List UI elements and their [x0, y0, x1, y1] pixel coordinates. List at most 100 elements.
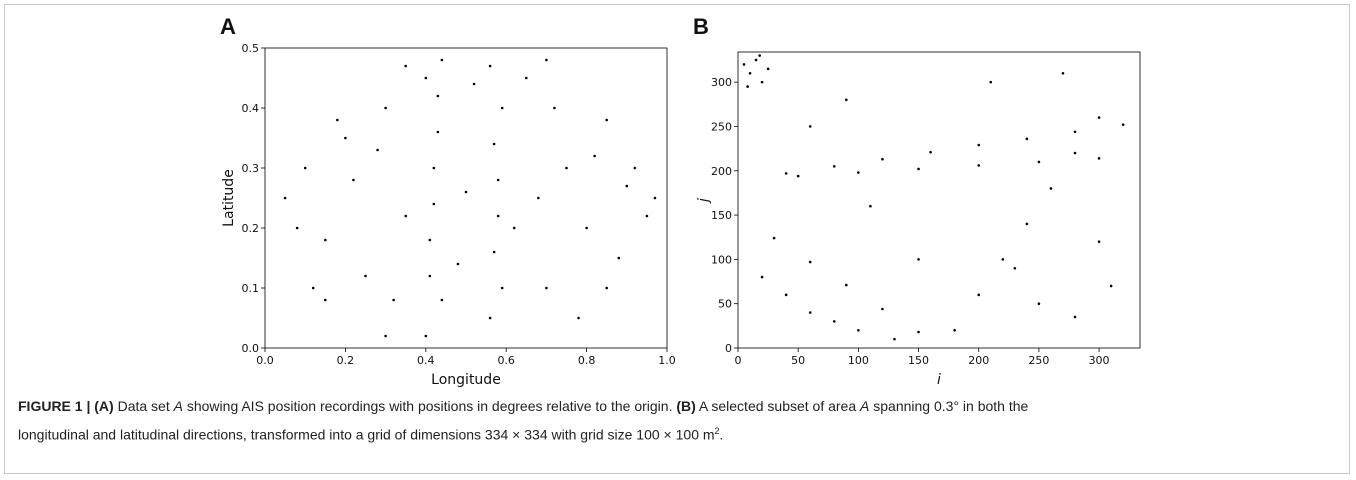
point — [758, 54, 761, 57]
point — [845, 98, 848, 102]
point — [1037, 302, 1041, 305]
x-tick-label: 300 — [1089, 354, 1110, 367]
point — [625, 184, 629, 188]
point — [808, 125, 812, 128]
point — [1073, 151, 1077, 155]
point — [492, 250, 496, 254]
x-tick-label: 250 — [1028, 354, 1049, 367]
point — [808, 311, 812, 314]
point — [456, 262, 460, 266]
y-tick-label: 150 — [711, 209, 732, 222]
point — [857, 171, 860, 174]
point — [525, 76, 528, 80]
point — [1097, 157, 1101, 160]
point — [869, 204, 872, 208]
point — [784, 172, 788, 175]
point — [633, 166, 637, 170]
point — [577, 316, 580, 320]
caption-text: (A) — [94, 398, 114, 414]
point — [1097, 240, 1101, 243]
x-tick-label: 0.2 — [337, 354, 355, 367]
point — [324, 298, 327, 302]
caption-text: FIGURE 1 | — [18, 398, 95, 414]
caption-text: A — [860, 398, 870, 414]
point — [565, 166, 568, 170]
point — [593, 154, 596, 158]
y-axis-title: j — [696, 198, 712, 204]
point — [1025, 222, 1029, 226]
caption-text: longitudinal and latitudinal directions,… — [18, 426, 715, 443]
point — [352, 178, 355, 182]
point — [772, 236, 776, 240]
point — [832, 320, 836, 323]
point — [472, 82, 476, 86]
caption-text: spanning 0.3° in both the — [869, 398, 1029, 414]
y-tick-label: 0.3 — [242, 162, 260, 175]
y-tick-label: 100 — [711, 253, 732, 266]
point — [496, 178, 500, 182]
point — [384, 334, 387, 338]
y-tick-label: 0.4 — [242, 102, 260, 115]
point — [760, 275, 764, 279]
point — [404, 214, 408, 218]
point — [881, 157, 884, 161]
point — [500, 106, 504, 110]
point — [440, 298, 444, 302]
point — [324, 238, 327, 242]
point — [424, 76, 428, 80]
point — [384, 106, 387, 110]
point — [1049, 187, 1053, 190]
point — [500, 286, 504, 290]
point — [760, 80, 764, 84]
point — [488, 316, 492, 320]
point — [1037, 160, 1041, 164]
panel-label: A — [220, 14, 236, 39]
point — [746, 85, 749, 88]
point — [977, 164, 981, 167]
plot-border — [264, 47, 668, 349]
point — [989, 80, 993, 84]
point — [364, 274, 367, 278]
x-tick-label: 0 — [735, 354, 742, 367]
point — [796, 174, 800, 178]
point — [311, 286, 315, 290]
y-tick-label: 200 — [711, 165, 732, 178]
point — [464, 190, 468, 194]
point — [545, 286, 548, 290]
point — [1013, 266, 1017, 270]
point — [344, 136, 347, 140]
x-tick-label: 1.0 — [658, 354, 676, 367]
point — [424, 334, 428, 338]
point — [754, 58, 758, 62]
point — [585, 226, 588, 230]
point — [832, 165, 836, 168]
point — [917, 258, 920, 261]
point — [977, 293, 981, 297]
point — [436, 130, 440, 134]
y-tick-label: 0 — [725, 342, 732, 355]
point — [1061, 71, 1065, 75]
x-tick-label: 0.6 — [497, 354, 515, 367]
x-tick-label: 0.8 — [578, 354, 596, 367]
point — [893, 337, 896, 341]
point — [929, 150, 932, 154]
y-axis-title: Latitude — [221, 169, 237, 227]
point — [742, 63, 746, 66]
point — [605, 118, 608, 122]
point — [376, 148, 379, 152]
point — [303, 166, 307, 170]
point — [512, 226, 516, 230]
point — [432, 166, 436, 170]
point — [537, 196, 540, 200]
y-tick-label: 0.5 — [242, 42, 260, 55]
point — [881, 307, 884, 311]
figure: A 0.0 0.2 0.4 0.6 0.8 1.0 0.0 0.1 0.2 0.3 0.4 0.5 Lon… — [220, 14, 1141, 388]
plot-border — [737, 51, 1141, 349]
point — [1073, 130, 1077, 134]
point — [496, 214, 500, 218]
point — [283, 196, 287, 200]
point — [545, 58, 548, 62]
x-tick-label: 0.0 — [256, 354, 274, 367]
point — [953, 328, 956, 332]
